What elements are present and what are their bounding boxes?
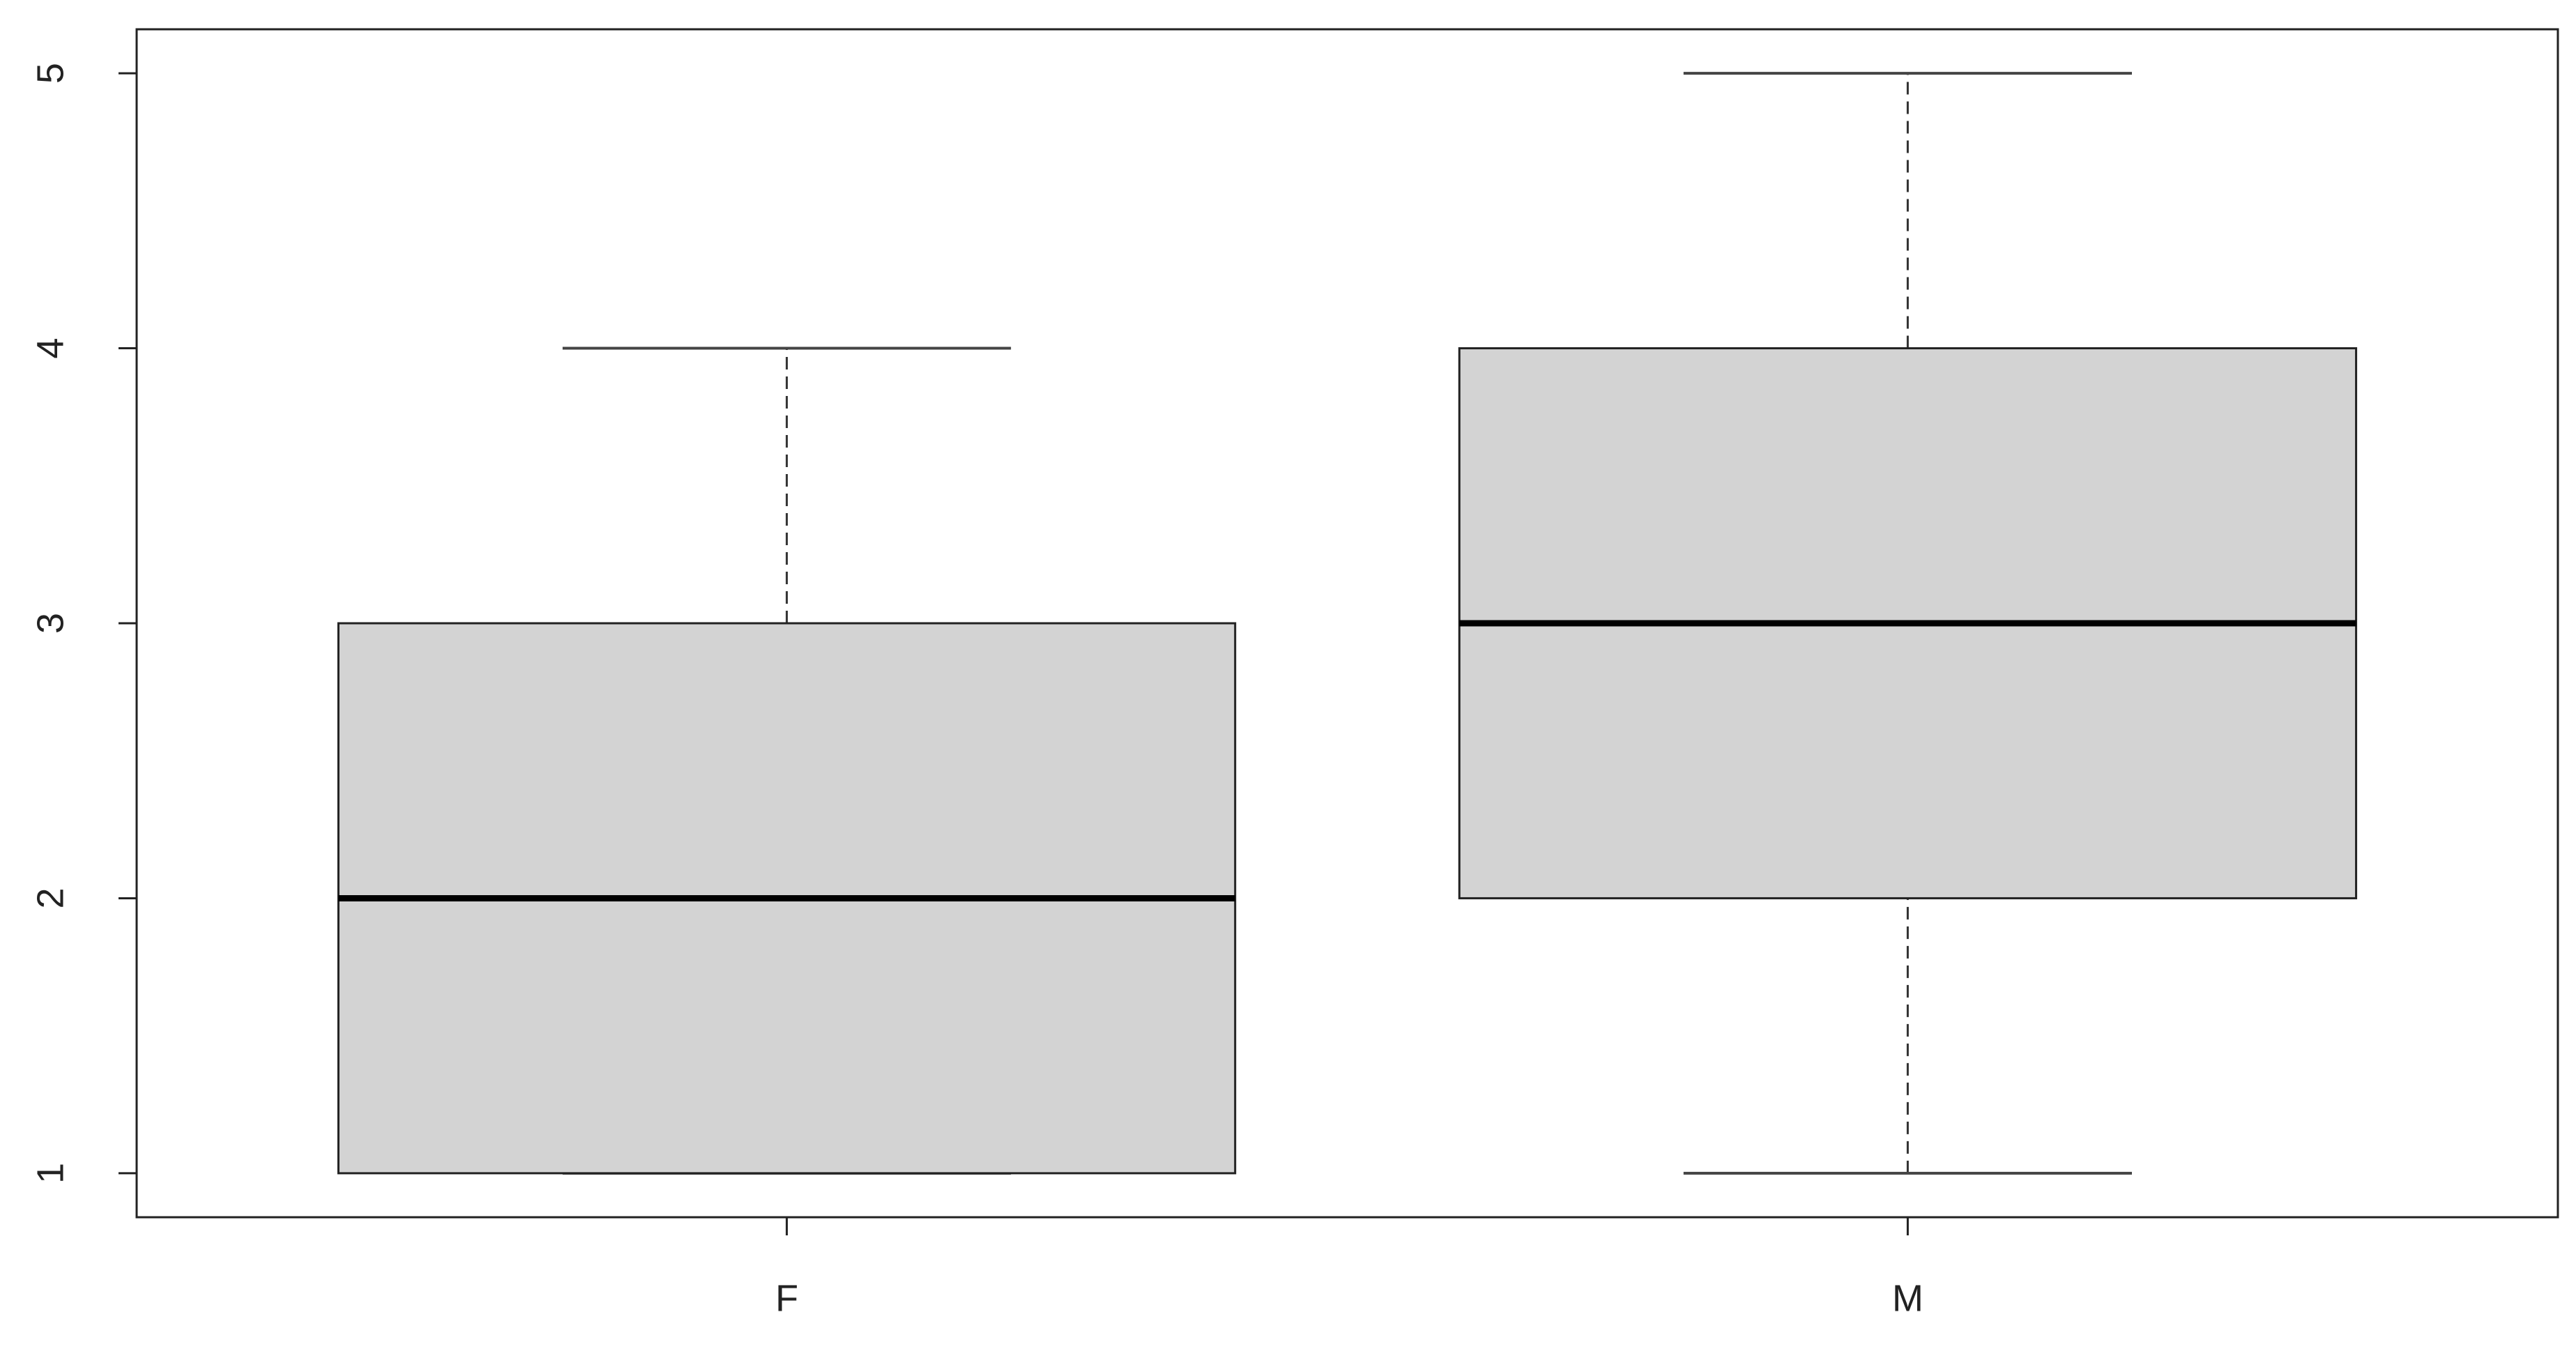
y-tick-label: 5 xyxy=(29,63,71,84)
x-tick-label: F xyxy=(775,1277,798,1319)
x-tick-label: M xyxy=(1892,1277,1923,1319)
y-tick-label: 4 xyxy=(29,338,71,359)
y-tick-label: 2 xyxy=(29,887,71,908)
y-tick-label: 1 xyxy=(29,1163,71,1184)
y-tick-label: 3 xyxy=(29,613,71,634)
